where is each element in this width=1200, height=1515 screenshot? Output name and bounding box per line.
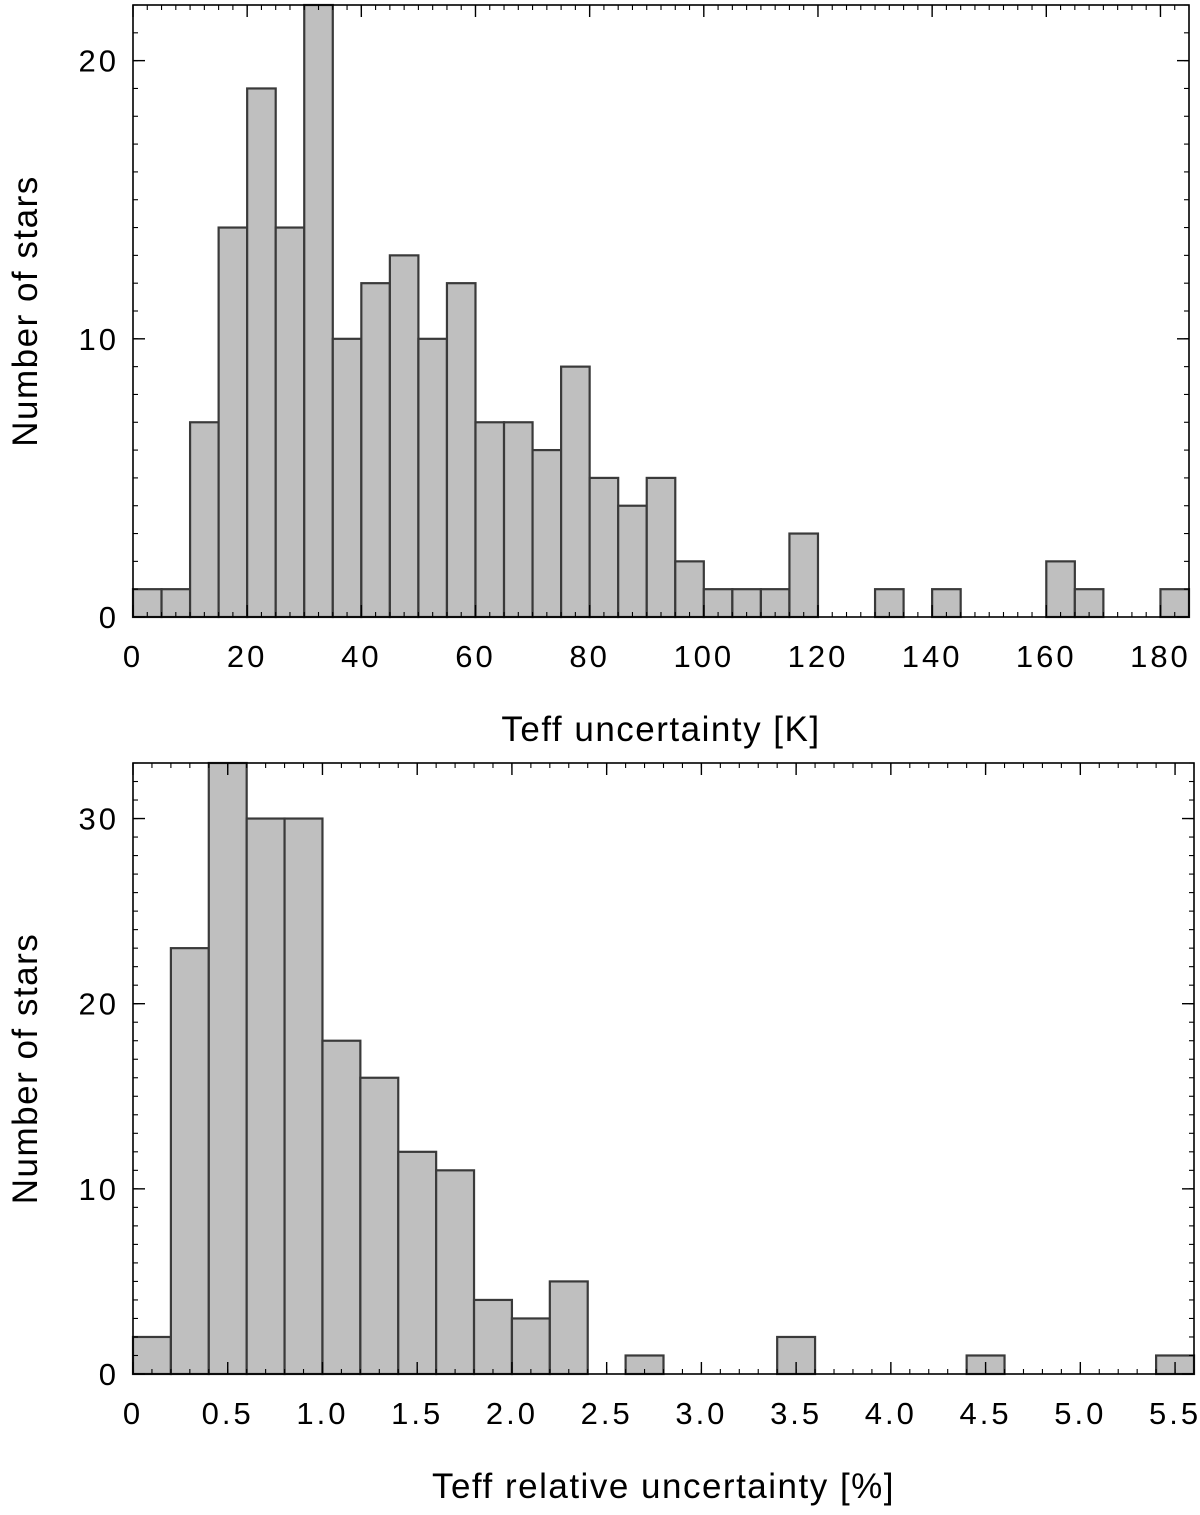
histogram-bar [131, 1335, 172, 1376]
y-axis-title: Number of stars [6, 175, 45, 446]
x-tick-label: 3.0 [675, 1396, 727, 1431]
histogram-bar [303, 3, 334, 619]
histogram-bar [331, 337, 363, 619]
x-tick-label: 1.5 [391, 1396, 443, 1431]
y-tick-label: 10 [79, 322, 119, 357]
histogram-bar [397, 1150, 438, 1376]
x-tick-label: 2.5 [581, 1396, 633, 1431]
x-tick-label: 3.5 [770, 1396, 822, 1431]
histogram-bar [274, 226, 306, 619]
x-tick-label: 0 [123, 1396, 143, 1431]
histogram-bar [435, 1169, 476, 1376]
histogram-bar [245, 817, 286, 1376]
x-tick-label: 5.5 [1149, 1396, 1200, 1431]
x-tick-label: 60 [455, 639, 495, 674]
histogram-bar [217, 226, 249, 619]
x-tick-label: 20 [227, 639, 267, 674]
x-tick-label: 180 [1130, 639, 1191, 674]
teff-uncertainty-histogram: 0 20 40 60 80 100 120 140 160 180 0 10 20 Teff uncert… [6, 3, 1191, 749]
x-tick-label: 120 [788, 639, 849, 674]
histogram-bar [359, 1076, 400, 1376]
histogram-bar [207, 761, 248, 1376]
x-tick-label: 80 [569, 639, 609, 674]
x-axis-title: Teff uncertainty [K] [501, 710, 820, 749]
histogram-bar [360, 282, 391, 619]
histogram-bar [502, 421, 534, 619]
histogram-bar [1045, 560, 1076, 619]
y-tick-label: 20 [79, 987, 119, 1022]
x-tick-label: 100 [673, 639, 734, 674]
histogram-bar [617, 504, 648, 619]
histogram-bar [588, 476, 620, 619]
x-tick-label: 4.0 [865, 1396, 917, 1431]
histogram-bar [531, 448, 563, 619]
histogram-bar [188, 421, 220, 619]
y-tick-label: 0 [99, 1357, 119, 1392]
histogram-bar [472, 1298, 514, 1376]
histogram-bar [645, 476, 677, 619]
y-tick-label: 10 [79, 1172, 119, 1207]
x-tick-label: 40 [341, 639, 381, 674]
histogram-bar [474, 421, 506, 619]
histogram-bar [246, 87, 277, 619]
histogram-bar [283, 817, 324, 1376]
histogram-bar [321, 1039, 362, 1376]
histogram-bar [510, 1317, 551, 1376]
x-tick-label: 4.5 [960, 1396, 1012, 1431]
x-tick-label: 2.0 [486, 1396, 538, 1431]
histogram-bar [445, 282, 477, 619]
y-axis-title: Number of stars [6, 933, 45, 1204]
x-tick-label: 140 [902, 639, 963, 674]
x-tick-label: 1.0 [296, 1396, 348, 1431]
x-axis-title: Teff relative uncertainty [%] [432, 1467, 895, 1506]
x-tick-label: 5.0 [1054, 1396, 1106, 1431]
y-tick-label: 20 [79, 44, 119, 79]
y-tick-label: 30 [79, 802, 119, 837]
teff-relative-uncertainty-histogram: 0 0.5 1.0 1.5 2.0 2.5 3.0 3.5 4.0 4.5 5.0 5.5 0 10 20 3… [6, 761, 1200, 1506]
histogram-bar [388, 254, 420, 619]
histogram-bar [417, 337, 449, 619]
histogram-bar [560, 365, 591, 619]
histogram-bar [548, 1280, 589, 1376]
histogram-bar [169, 947, 210, 1376]
histogram-bar [674, 560, 705, 619]
x-tick-label: 160 [1016, 639, 1077, 674]
x-tick-label: 0.5 [202, 1396, 254, 1431]
x-tick-label: 0 [123, 639, 143, 674]
histogram-bar [788, 532, 820, 619]
y-tick-label: 0 [99, 600, 119, 635]
